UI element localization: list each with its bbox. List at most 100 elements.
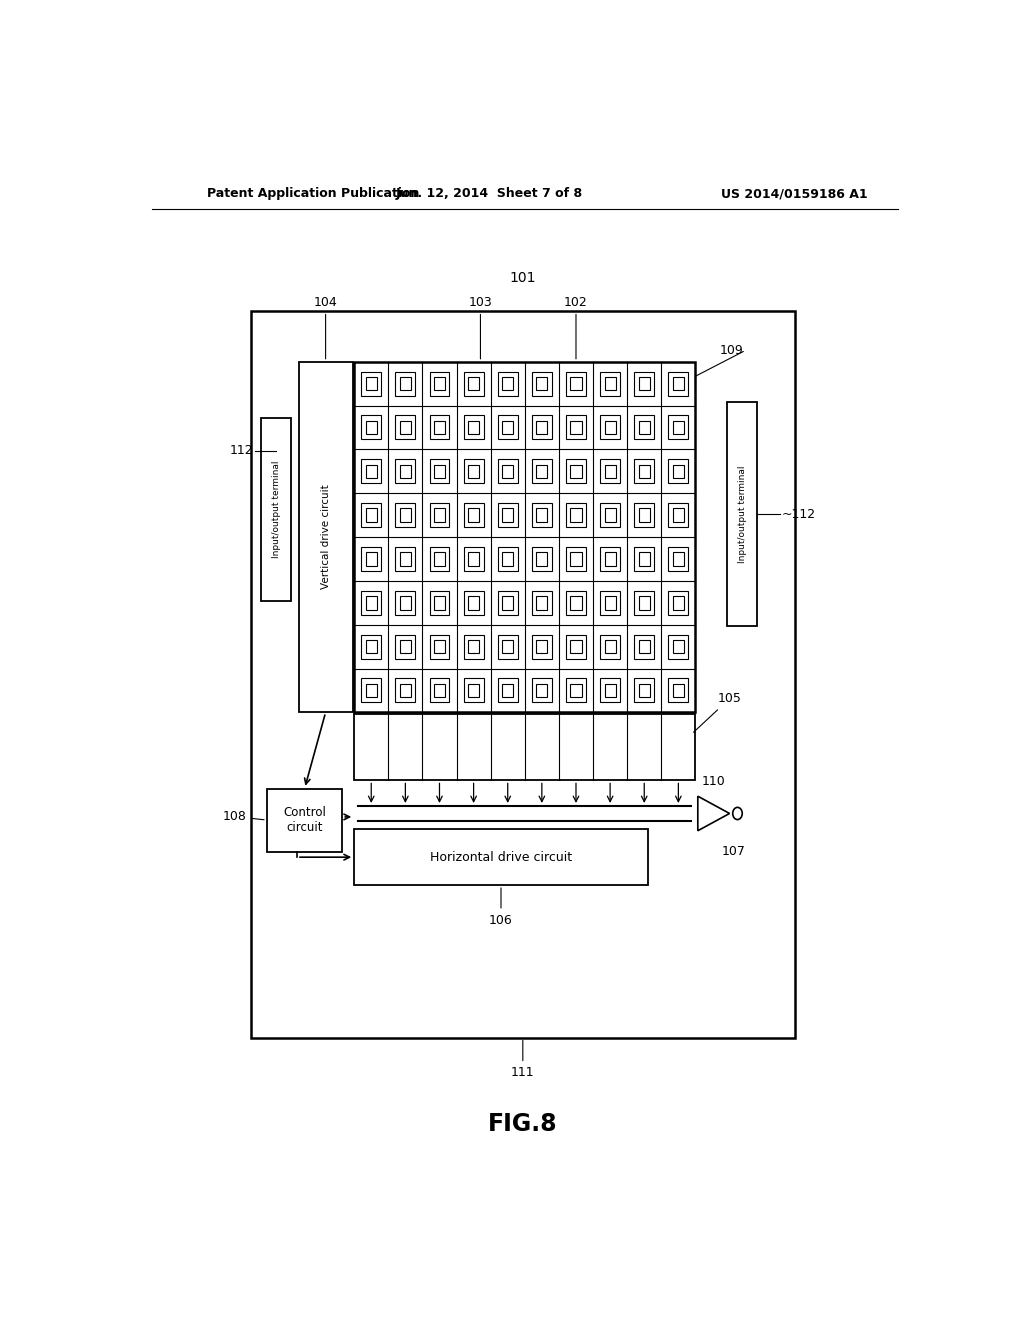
- Bar: [464, 503, 483, 527]
- Bar: [498, 635, 518, 659]
- Bar: [604, 376, 615, 391]
- Bar: [669, 635, 688, 659]
- Bar: [673, 376, 684, 391]
- Bar: [639, 597, 650, 610]
- Bar: [673, 465, 684, 478]
- Bar: [531, 459, 552, 483]
- Bar: [502, 684, 513, 697]
- Bar: [669, 371, 688, 396]
- Bar: [634, 635, 654, 659]
- Text: 103: 103: [469, 296, 493, 359]
- Bar: [395, 459, 416, 483]
- Text: 101: 101: [510, 272, 537, 285]
- Text: ~112: ~112: [781, 508, 815, 520]
- Bar: [361, 591, 381, 615]
- Bar: [395, 503, 416, 527]
- Bar: [634, 371, 654, 396]
- Bar: [600, 371, 620, 396]
- Bar: [604, 552, 615, 566]
- Bar: [566, 459, 586, 483]
- Text: 109: 109: [695, 343, 743, 383]
- Bar: [468, 421, 479, 434]
- Bar: [430, 678, 450, 702]
- Bar: [600, 591, 620, 615]
- Bar: [673, 421, 684, 434]
- Text: Input/output terminal: Input/output terminal: [737, 466, 746, 562]
- Bar: [570, 465, 582, 478]
- Text: 105: 105: [693, 692, 741, 733]
- Bar: [600, 416, 620, 440]
- Bar: [361, 546, 381, 572]
- Bar: [498, 503, 518, 527]
- Bar: [468, 552, 479, 566]
- Text: 102: 102: [564, 296, 588, 359]
- Bar: [464, 678, 483, 702]
- Bar: [430, 635, 450, 659]
- Bar: [634, 591, 654, 615]
- Bar: [498, 371, 518, 396]
- Bar: [430, 371, 450, 396]
- Text: 107: 107: [722, 845, 745, 858]
- Bar: [502, 508, 513, 521]
- Bar: [639, 640, 650, 653]
- Bar: [634, 546, 654, 572]
- Text: FIG.8: FIG.8: [488, 1111, 558, 1137]
- Bar: [399, 465, 411, 478]
- Bar: [468, 376, 479, 391]
- Bar: [468, 465, 479, 478]
- Bar: [361, 459, 381, 483]
- Bar: [537, 640, 548, 653]
- Bar: [570, 597, 582, 610]
- Bar: [673, 552, 684, 566]
- Bar: [669, 546, 688, 572]
- Bar: [669, 591, 688, 615]
- Bar: [634, 416, 654, 440]
- Bar: [261, 417, 292, 601]
- Bar: [361, 503, 381, 527]
- Text: Jun. 12, 2014  Sheet 7 of 8: Jun. 12, 2014 Sheet 7 of 8: [395, 187, 583, 201]
- Bar: [502, 552, 513, 566]
- Bar: [434, 597, 445, 610]
- Bar: [299, 362, 352, 713]
- Bar: [604, 640, 615, 653]
- Bar: [361, 635, 381, 659]
- Text: 104: 104: [313, 296, 338, 359]
- Bar: [673, 508, 684, 521]
- Bar: [502, 421, 513, 434]
- Bar: [399, 421, 411, 434]
- Bar: [531, 635, 552, 659]
- Bar: [399, 552, 411, 566]
- Bar: [366, 597, 377, 610]
- Bar: [361, 678, 381, 702]
- Bar: [430, 546, 450, 572]
- Bar: [464, 459, 483, 483]
- Bar: [399, 640, 411, 653]
- Bar: [468, 597, 479, 610]
- Bar: [634, 459, 654, 483]
- Bar: [570, 376, 582, 391]
- Bar: [566, 591, 586, 615]
- Bar: [570, 684, 582, 697]
- Bar: [434, 508, 445, 521]
- Bar: [395, 416, 416, 440]
- Bar: [537, 508, 548, 521]
- Bar: [366, 640, 377, 653]
- Bar: [531, 678, 552, 702]
- Bar: [498, 459, 518, 483]
- Bar: [669, 503, 688, 527]
- Bar: [566, 503, 586, 527]
- Text: 106: 106: [489, 888, 513, 927]
- Bar: [366, 552, 377, 566]
- Bar: [468, 684, 479, 697]
- Bar: [468, 508, 479, 521]
- Bar: [399, 376, 411, 391]
- Bar: [639, 421, 650, 434]
- Bar: [464, 416, 483, 440]
- Bar: [600, 546, 620, 572]
- Bar: [604, 465, 615, 478]
- Bar: [639, 465, 650, 478]
- Bar: [395, 678, 416, 702]
- Bar: [727, 403, 758, 626]
- Bar: [430, 416, 450, 440]
- Bar: [498, 546, 518, 572]
